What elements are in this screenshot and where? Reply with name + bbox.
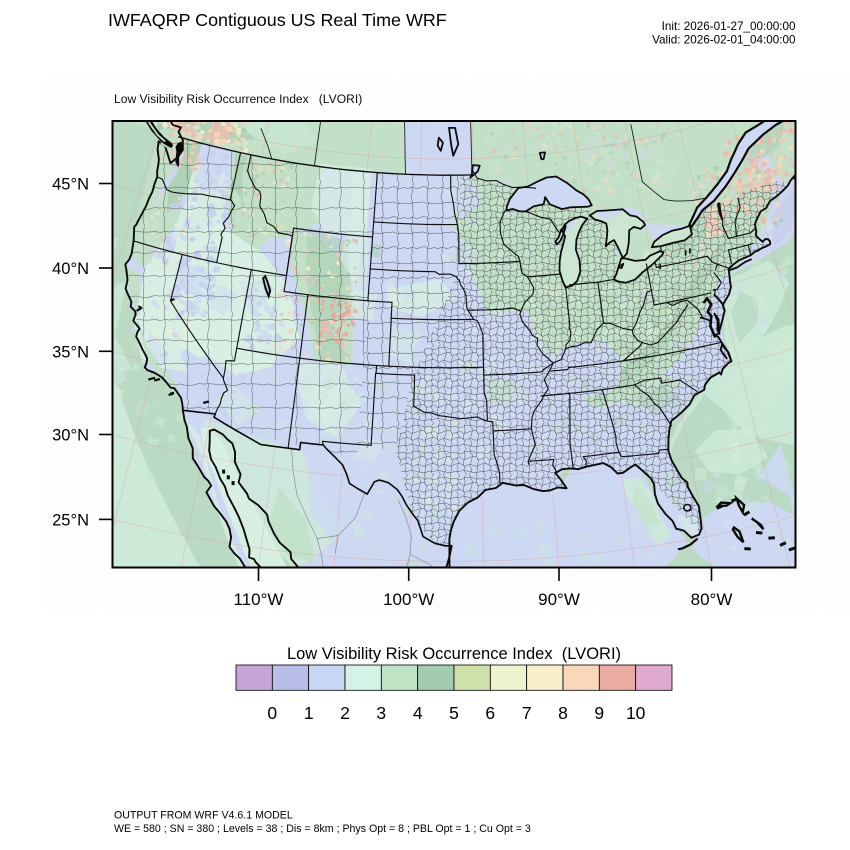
svg-text:6: 6 xyxy=(485,703,495,723)
svg-text:5: 5 xyxy=(449,703,459,723)
svg-text:80°W: 80°W xyxy=(691,590,733,609)
svg-text:Init: 2026-01-27_00:00:00: Init: 2026-01-27_00:00:00 xyxy=(662,20,796,33)
svg-text:7: 7 xyxy=(522,703,532,723)
svg-text:8: 8 xyxy=(558,703,568,723)
svg-text:110°W: 110°W xyxy=(234,590,284,609)
svg-text:Valid: 2026-02-01_04:00:00: Valid: 2026-02-01_04:00:00 xyxy=(652,34,796,47)
svg-text:30°N: 30°N xyxy=(52,427,89,445)
svg-text:4: 4 xyxy=(413,703,423,723)
svg-text:45°N: 45°N xyxy=(52,176,89,194)
svg-text:35°N: 35°N xyxy=(52,343,89,361)
svg-text:100°W: 100°W xyxy=(383,590,434,609)
svg-text:IWFAQRP Contiguous US Real Tim: IWFAQRP Contiguous US Real Time WRF xyxy=(108,10,447,30)
svg-text:WE = 580 ; SN = 380 ; Levels =: WE = 580 ; SN = 380 ; Levels = 38 ; Dis … xyxy=(114,823,531,835)
svg-text:10: 10 xyxy=(626,703,646,723)
svg-text:25°N: 25°N xyxy=(52,511,89,529)
svg-text:Low Visibility Risk Occurrence: Low Visibility Risk Occurrence Index (LV… xyxy=(287,645,621,663)
svg-text:90°W: 90°W xyxy=(538,590,580,609)
svg-text:Low Visibility Risk Occurrence: Low Visibility Risk Occurrence Index (LV… xyxy=(114,92,362,106)
svg-text:OUTPUT FROM WRF V4.6.1 MODEL: OUTPUT FROM WRF V4.6.1 MODEL xyxy=(114,810,293,822)
svg-text:1: 1 xyxy=(304,703,314,723)
svg-text:40°N: 40°N xyxy=(52,260,89,278)
svg-text:3: 3 xyxy=(376,703,386,723)
svg-text:2: 2 xyxy=(340,703,350,723)
svg-text:0: 0 xyxy=(267,703,277,723)
svg-text:9: 9 xyxy=(594,703,604,723)
